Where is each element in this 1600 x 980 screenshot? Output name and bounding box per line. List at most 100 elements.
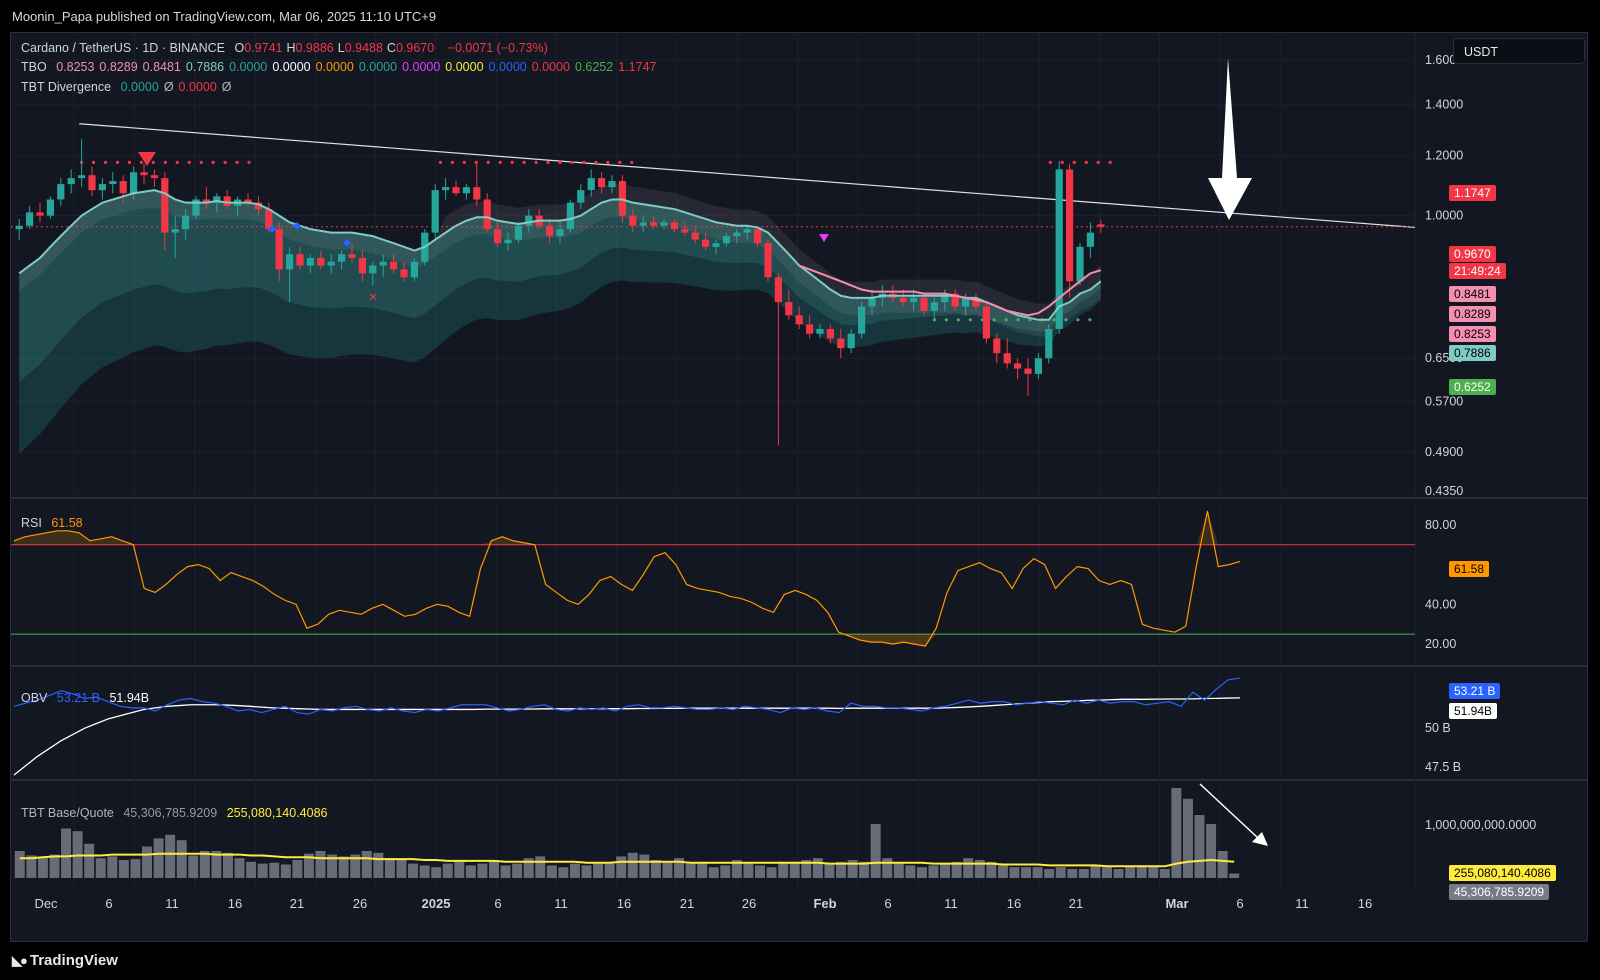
rsi-line — [13, 510, 1241, 647]
legend-value: 0.8481 — [142, 60, 181, 74]
publish-info: Moonin_Papa published on TradingView.com… — [12, 9, 437, 24]
tbo-tag-4: 0.7886 — [1449, 345, 1496, 361]
symbol-legend: Cardano / TetherUS · 1D · BINANCE O0.974… — [21, 41, 554, 55]
support-dot — [1064, 318, 1068, 322]
candle-body — [868, 297, 876, 307]
tbo-slow-line — [798, 264, 1102, 317]
currency-button[interactable]: USDT — [1453, 38, 1585, 64]
tbo-tag-2: 0.8289 — [1449, 306, 1496, 322]
volume-bar — [685, 863, 696, 878]
tbo-name: TBO — [21, 60, 47, 74]
candle-body — [46, 199, 54, 216]
candle-body — [587, 178, 595, 191]
volume-bar — [1021, 867, 1032, 878]
candle-body — [972, 297, 980, 307]
volume-value-1: 45,306,785.9209 — [123, 806, 218, 820]
volume-bar — [199, 851, 210, 878]
volume-bar — [546, 865, 557, 878]
candle-body — [982, 306, 990, 339]
ohlc-values: O0.9741 H0.9886 L0.9488 C0.9670 — [235, 41, 439, 55]
candle-body — [1066, 169, 1074, 282]
ohlc-value: 0.9670 — [395, 41, 435, 55]
resistance-dot — [570, 160, 574, 164]
candle-body — [275, 229, 283, 270]
candle-body — [993, 338, 1001, 354]
volume-bar — [1194, 815, 1205, 878]
candle-body — [514, 225, 522, 240]
legend-value: 0.6252 — [575, 60, 614, 74]
resistance-dot — [211, 160, 215, 164]
candle-body — [452, 187, 460, 194]
volume-bar — [269, 862, 280, 878]
volume-bar — [905, 865, 916, 878]
candle-body — [379, 261, 387, 266]
volume-bar — [1217, 851, 1228, 878]
candle-body — [733, 232, 741, 237]
candle-body — [837, 338, 845, 349]
legend-value: 0.0000 — [272, 60, 311, 74]
candle-body — [161, 178, 169, 233]
support-dot — [1088, 318, 1092, 322]
candle-body — [1097, 224, 1105, 227]
symbol-name: Cardano / TetherUS · 1D · BINANCE — [21, 41, 226, 55]
candle-body — [899, 297, 907, 303]
candle-body — [78, 175, 86, 179]
obv-tag: 53.21 B — [1449, 683, 1501, 699]
candle-body — [119, 181, 127, 194]
resistance-dot — [127, 160, 132, 164]
candle-body — [36, 212, 44, 216]
volume-bar — [1229, 873, 1240, 878]
resistance-dot — [438, 160, 442, 164]
blue-diamond-marker — [343, 239, 351, 247]
volume-bar — [650, 860, 661, 878]
volume-bar — [176, 840, 187, 878]
volume-bar — [1090, 865, 1101, 878]
rsi-legend: RSI 61.58 — [21, 516, 89, 530]
resistance-dot — [450, 160, 454, 164]
volume-bar — [465, 865, 476, 878]
volume-bar — [37, 858, 48, 878]
volume-bar — [26, 855, 37, 878]
volume-ma-tag: 255,080,140.4086 — [1449, 865, 1556, 881]
candle-body — [26, 212, 34, 226]
volume-bar — [165, 834, 176, 878]
volume-bar — [1032, 867, 1043, 878]
time-tick-label: 11 — [1295, 896, 1309, 911]
volume-bar — [84, 843, 95, 878]
price-tick-label: 0.4350 — [1425, 484, 1463, 498]
volume-bar — [928, 865, 939, 878]
tbo-tag-3: 0.8253 — [1449, 326, 1496, 342]
candle-body — [171, 229, 179, 233]
volume-bar — [408, 863, 419, 878]
candle-body — [473, 187, 481, 200]
candle-body — [109, 181, 117, 185]
candle-body — [566, 202, 574, 230]
legend-value: 0.0000 — [488, 60, 527, 74]
volume-bar — [951, 861, 962, 878]
volume-bar — [974, 860, 985, 878]
volume-bar — [835, 861, 846, 878]
time-tick-label: 16 — [1358, 896, 1372, 911]
candle-body — [608, 181, 616, 188]
support-dot — [1076, 318, 1080, 322]
volume-bar — [847, 860, 858, 878]
candle-body — [702, 239, 710, 247]
time-tick-label: 11 — [554, 896, 568, 911]
blue-diamond-marker — [293, 222, 301, 230]
volume-bar — [246, 861, 257, 878]
price-change: −0.0071 (−0.73%) — [447, 41, 548, 55]
legend-value: Ø — [163, 80, 174, 94]
resistance-dot — [498, 160, 502, 164]
volume-bar — [61, 828, 72, 878]
volume-bar — [997, 865, 1008, 878]
volume-bar — [893, 863, 904, 878]
volume-bar — [512, 863, 523, 878]
legend-value: Ø — [221, 80, 232, 94]
support-dot — [956, 318, 960, 322]
candle-body — [795, 315, 803, 325]
tbo-legend: TBO 0.8253 0.8289 0.8481 0.7886 0.0000 0.0000… — [21, 60, 667, 74]
volume-value-2: 255,080,140.4086 — [226, 806, 328, 820]
volume-bar — [523, 858, 534, 878]
volume-bar — [361, 851, 372, 878]
